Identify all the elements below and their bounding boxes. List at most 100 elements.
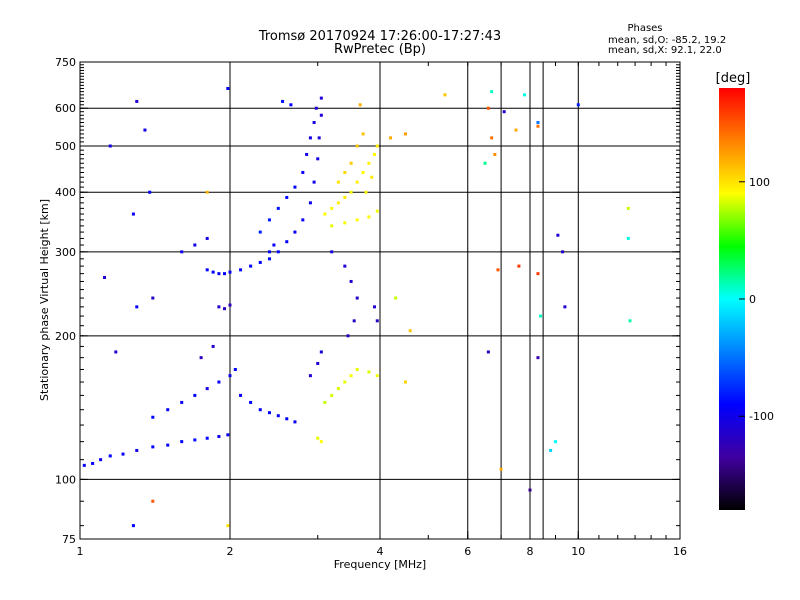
data-point [301, 218, 305, 222]
colorbar: 100 0 -100 [719, 88, 774, 510]
data-point [355, 296, 359, 300]
data-point [361, 132, 365, 136]
data-point [180, 250, 184, 254]
data-point [319, 113, 323, 117]
data-point [343, 264, 347, 268]
grid-lines [80, 62, 680, 539]
data-point [373, 305, 377, 309]
data-point [375, 209, 379, 213]
data-point [217, 435, 221, 439]
data-point [349, 279, 353, 283]
data-point [375, 374, 379, 378]
data-point [217, 305, 221, 309]
data-point [536, 124, 540, 128]
colorbar-tick-label: 0 [749, 293, 756, 306]
data-point [367, 161, 371, 165]
data-point [308, 201, 312, 205]
data-point [135, 305, 139, 309]
stats-o-line: mean, sd,O: -85.2, 19.2 [608, 35, 726, 46]
data-point [193, 243, 197, 247]
data-point [301, 170, 305, 174]
data-point [336, 180, 340, 184]
data-point [205, 190, 209, 194]
y-tick-label: 500 [55, 140, 76, 153]
y-tick-label: 200 [55, 330, 76, 343]
data-point [108, 144, 112, 148]
colorbar-label: [deg] [716, 71, 751, 86]
stats-heading: Phases [627, 23, 662, 34]
data-point [151, 415, 155, 419]
x-tick-label: 2 [227, 545, 234, 558]
data-point [289, 103, 293, 107]
data-point [312, 180, 316, 184]
data-point [563, 305, 567, 309]
data-point [308, 374, 312, 378]
data-point [121, 452, 125, 456]
data-point [330, 206, 334, 210]
data-point [349, 190, 353, 194]
data-point [502, 110, 506, 114]
data-point [343, 221, 347, 225]
data-point [293, 420, 297, 424]
data-point [483, 161, 487, 165]
y-tick-label: 400 [55, 186, 76, 199]
data-point [239, 268, 243, 272]
data-point [549, 448, 553, 452]
data-point [626, 236, 630, 240]
x-tick-label: 8 [527, 545, 534, 558]
data-point [330, 393, 334, 397]
data-point [249, 400, 253, 404]
data-point [367, 215, 371, 219]
data-point [312, 121, 316, 125]
data-point [364, 190, 368, 194]
data-point [349, 161, 353, 165]
data-point [536, 356, 540, 360]
data-point [553, 440, 557, 444]
data-point [226, 524, 230, 528]
data-point [211, 344, 215, 348]
data-point [394, 296, 398, 300]
data-point [517, 264, 521, 268]
data-point [281, 99, 285, 103]
data-point [285, 240, 289, 244]
data-point [228, 303, 232, 307]
data-point [166, 408, 170, 412]
data-point [276, 206, 280, 210]
colorbar-tick-label: -100 [749, 410, 774, 423]
data-point [443, 93, 447, 97]
data-point [267, 218, 271, 222]
data-point [355, 218, 359, 222]
data-point [493, 152, 497, 156]
data-point [285, 195, 289, 199]
data-point [361, 170, 365, 174]
data-point [317, 136, 321, 140]
data-point [496, 268, 500, 272]
data-point [293, 230, 297, 234]
data-point [355, 144, 359, 148]
data-point [205, 387, 209, 391]
data-point [490, 136, 494, 140]
data-point [490, 90, 494, 94]
data-point [285, 417, 289, 421]
stats-x-line: mean, sd,X: 92.1, 22.0 [608, 45, 722, 56]
chart-subtitle: RwPretec (Bp) [334, 42, 426, 57]
chart-title: Tromsø 20170924 17:26:00-17:27:43 [258, 29, 501, 44]
data-point [258, 260, 262, 264]
data-point [91, 461, 95, 465]
data-point [180, 440, 184, 444]
data-point [346, 334, 350, 338]
data-point [148, 190, 152, 194]
y-tick-label: 750 [55, 56, 76, 69]
data-point [370, 175, 374, 179]
data-point [193, 393, 197, 397]
data-point [626, 206, 630, 210]
data-point [561, 250, 565, 254]
data-point [343, 170, 347, 174]
data-point [228, 270, 232, 274]
data-point [272, 243, 276, 247]
data-point [239, 393, 243, 397]
data-point [217, 380, 221, 384]
data-point [523, 93, 527, 97]
data-point [223, 272, 227, 276]
